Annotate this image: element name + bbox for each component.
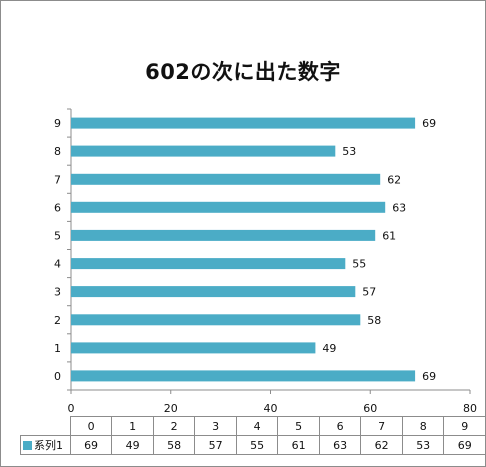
data-table-category-cell: 0	[69, 416, 113, 436]
bar	[71, 229, 376, 241]
y-tick-label: 2	[54, 314, 61, 327]
data-table-series-row: 系列1 69 49 58 57 55 61 63 62 53 69	[20, 435, 486, 455]
data-table-value-cell: 55	[235, 435, 279, 455]
bar	[71, 314, 361, 326]
data-table-category-cell: 4	[235, 416, 279, 436]
y-tick-label: 6	[54, 201, 61, 214]
data-table-category-cell: 6	[318, 416, 362, 436]
y-tick-label: 9	[54, 117, 61, 130]
y-tick-label: 5	[54, 229, 61, 242]
y-tick-label: 8	[54, 145, 61, 158]
data-label: 69	[422, 117, 436, 130]
data-label: 61	[382, 229, 396, 242]
x-tick-label: 0	[68, 402, 75, 415]
chart-title: 602の次に出た数字	[145, 60, 341, 84]
series-swatch-icon	[23, 441, 32, 450]
y-tick-label: 7	[54, 173, 61, 186]
bar	[71, 173, 381, 185]
data-label: 63	[392, 201, 406, 214]
bar	[71, 370, 416, 382]
data-table-value-cell: 69	[443, 435, 486, 455]
x-tick-label: 20	[164, 402, 178, 415]
data-table-category-cell: 5	[277, 416, 320, 436]
data-table-value-cell: 57	[194, 435, 237, 455]
series-label-cell: 系列1	[20, 435, 71, 455]
data-table-value-cell: 61	[277, 435, 320, 455]
x-tick-label: 80	[463, 402, 477, 415]
data-label: 53	[342, 145, 356, 158]
data-table-category-cell: 2	[152, 416, 196, 436]
y-tick-label: 4	[54, 258, 61, 271]
x-tick-label: 60	[363, 402, 377, 415]
bar	[71, 286, 356, 298]
series-name: 系列1	[34, 439, 63, 452]
data-table-value-cell: 63	[318, 435, 362, 455]
bar	[71, 201, 386, 213]
bar	[71, 145, 336, 157]
data-label: 57	[362, 286, 376, 299]
data-table-category-cell: 1	[111, 416, 154, 436]
bar	[71, 342, 316, 354]
bar	[71, 258, 346, 270]
data-table-category-cell: 3	[194, 416, 237, 436]
y-tick-label: 1	[54, 342, 61, 355]
data-table-value-cell: 58	[152, 435, 196, 455]
data-table-value-cell: 62	[360, 435, 403, 455]
data-table-value-cell: 49	[111, 435, 154, 455]
y-tick-label: 3	[54, 286, 61, 299]
data-table-value-cell: 53	[401, 435, 445, 455]
x-tick-label: 40	[264, 402, 278, 415]
data-label: 69	[422, 370, 436, 383]
bar	[71, 117, 416, 129]
data-label: 49	[322, 342, 336, 355]
data-label: 55	[352, 258, 366, 271]
y-tick-label: 0	[54, 370, 61, 383]
data-table-corner	[20, 416, 71, 436]
data-table-category-cell: 8	[401, 416, 445, 436]
data-table-category-cell: 9	[443, 416, 486, 436]
data-label: 58	[367, 314, 381, 327]
data-table-value-cell: 69	[69, 435, 113, 455]
data-table-category-cell: 7	[360, 416, 403, 436]
data-label: 62	[387, 173, 401, 186]
